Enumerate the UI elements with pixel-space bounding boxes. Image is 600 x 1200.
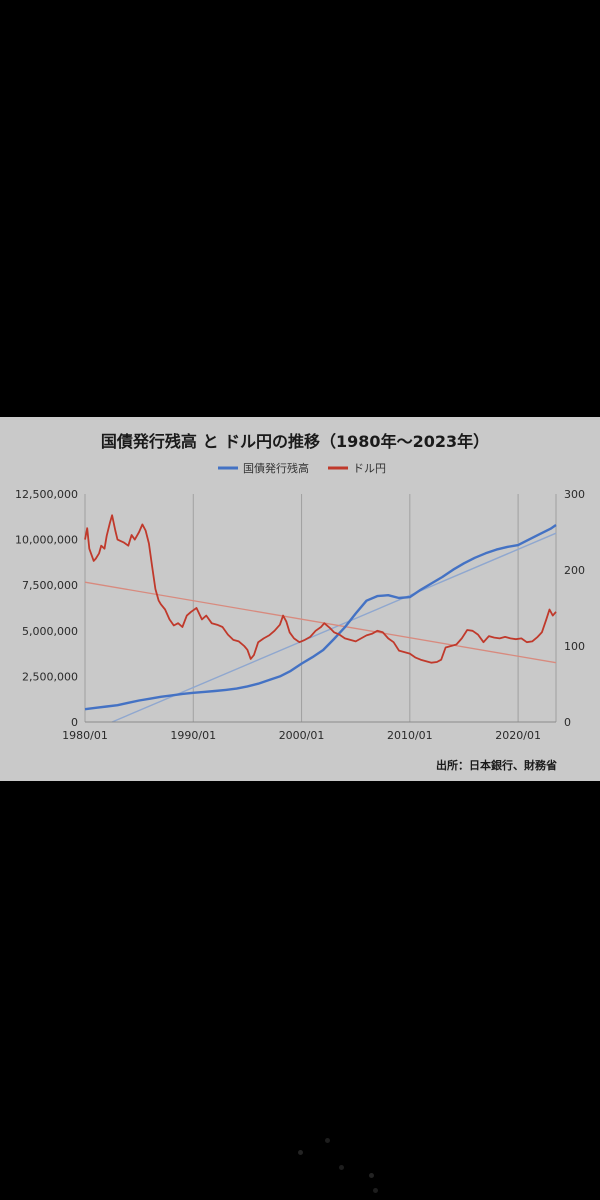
series-line-debt [84,524,557,711]
source-note: 出所：日本銀行、財務省 [436,758,557,772]
chart-title: 国債発行残高 と ドル円の推移（1980年〜2023年） [101,432,489,451]
trendline-usdjpy [84,581,557,664]
grid-layer [84,494,557,722]
y-right-tick-label: 200 [564,564,585,577]
x-tick-label: 2010/01 [387,729,433,742]
y-left-tick-label: 2,500,000 [22,670,78,683]
y-left-tick-label: 7,500,000 [22,579,78,592]
y-left-tick-label: 5,000,000 [22,625,78,638]
legend-label-debt: 国債発行残高 [243,461,309,475]
trendline-debt [111,532,557,723]
page-dot [339,1165,344,1170]
y-right-tick-label: 100 [564,640,585,653]
y-left-tick-label: 12,500,000 [15,488,78,501]
x-tick-label: 2000/01 [279,729,325,742]
x-tick-label: 1980/01 [62,729,108,742]
legend-label-usdjpy: ドル円 [353,462,386,475]
series-layer [84,514,557,723]
y-left-tick-label: 10,000,000 [15,534,78,547]
page-dot [298,1150,303,1155]
y-right-tick-label: 0 [564,716,571,729]
page-dot [369,1173,374,1178]
series-line-usdjpy [84,514,557,664]
chart-card: 国債発行残高 と ドル円の推移（1980年〜2023年） 国債発行残高 ドル円 … [0,417,600,781]
y-right-tick-label: 300 [564,488,585,501]
x-tick-label: 2020/01 [495,729,541,742]
page-dot [325,1138,330,1143]
y-left-tick-label: 0 [71,716,78,729]
axis-layer: 1980/01 1990/01 2000/01 2010/01 2020/01 0 2,50… [15,488,585,742]
chart-svg: 国債発行残高 と ドル円の推移（1980年〜2023年） 国債発行残高 ドル円 … [15,432,585,772]
x-tick-label: 1990/01 [170,729,216,742]
page-dot [373,1188,378,1193]
